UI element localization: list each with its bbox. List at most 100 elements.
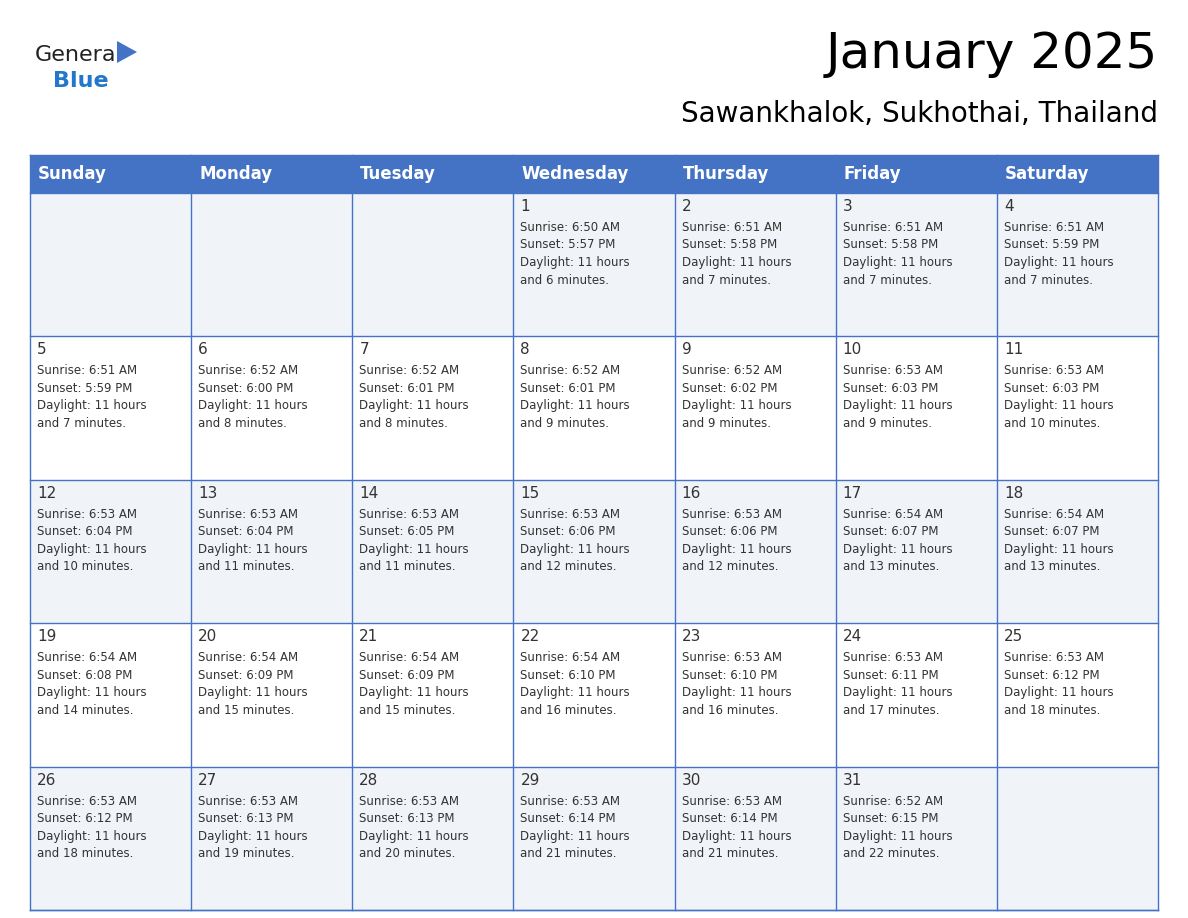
- Text: Daylight: 11 hours: Daylight: 11 hours: [1004, 686, 1113, 700]
- Text: and 7 minutes.: and 7 minutes.: [842, 274, 931, 286]
- Text: Daylight: 11 hours: Daylight: 11 hours: [842, 686, 953, 700]
- Text: 10: 10: [842, 342, 862, 357]
- Text: and 13 minutes.: and 13 minutes.: [842, 560, 939, 574]
- FancyBboxPatch shape: [30, 623, 1158, 767]
- Text: Daylight: 11 hours: Daylight: 11 hours: [842, 256, 953, 269]
- Text: Sunset: 6:12 PM: Sunset: 6:12 PM: [37, 812, 133, 825]
- Text: 17: 17: [842, 486, 862, 501]
- Text: and 8 minutes.: and 8 minutes.: [359, 417, 448, 430]
- Text: Daylight: 11 hours: Daylight: 11 hours: [682, 543, 791, 555]
- Text: Sunrise: 6:51 AM: Sunrise: 6:51 AM: [682, 221, 782, 234]
- Text: and 9 minutes.: and 9 minutes.: [682, 417, 771, 430]
- Text: Daylight: 11 hours: Daylight: 11 hours: [520, 830, 630, 843]
- Text: Sunset: 6:04 PM: Sunset: 6:04 PM: [37, 525, 133, 538]
- Text: Sunset: 6:00 PM: Sunset: 6:00 PM: [198, 382, 293, 395]
- Text: 22: 22: [520, 629, 539, 644]
- Text: and 19 minutes.: and 19 minutes.: [198, 847, 295, 860]
- Text: and 10 minutes.: and 10 minutes.: [37, 560, 133, 574]
- FancyBboxPatch shape: [30, 155, 1158, 193]
- Text: Monday: Monday: [200, 165, 272, 183]
- Text: and 18 minutes.: and 18 minutes.: [37, 847, 133, 860]
- Text: Daylight: 11 hours: Daylight: 11 hours: [682, 686, 791, 700]
- Text: Daylight: 11 hours: Daylight: 11 hours: [1004, 543, 1113, 555]
- Polygon shape: [116, 41, 137, 63]
- Text: Sunset: 6:08 PM: Sunset: 6:08 PM: [37, 668, 132, 682]
- Text: 2: 2: [682, 199, 691, 214]
- Text: Sunrise: 6:53 AM: Sunrise: 6:53 AM: [842, 651, 943, 665]
- Text: Tuesday: Tuesday: [360, 165, 436, 183]
- Text: and 9 minutes.: and 9 minutes.: [842, 417, 931, 430]
- Text: Sunset: 6:10 PM: Sunset: 6:10 PM: [682, 668, 777, 682]
- Text: 27: 27: [198, 773, 217, 788]
- Text: Sunrise: 6:53 AM: Sunrise: 6:53 AM: [37, 795, 137, 808]
- Text: Sunrise: 6:52 AM: Sunrise: 6:52 AM: [198, 364, 298, 377]
- FancyBboxPatch shape: [30, 193, 1158, 336]
- Text: Sunset: 6:09 PM: Sunset: 6:09 PM: [198, 668, 293, 682]
- Text: Sunrise: 6:54 AM: Sunrise: 6:54 AM: [37, 651, 137, 665]
- Text: 29: 29: [520, 773, 539, 788]
- FancyBboxPatch shape: [30, 767, 1158, 910]
- Text: Daylight: 11 hours: Daylight: 11 hours: [37, 830, 146, 843]
- Text: and 7 minutes.: and 7 minutes.: [682, 274, 771, 286]
- Text: 14: 14: [359, 486, 379, 501]
- Text: and 12 minutes.: and 12 minutes.: [682, 560, 778, 574]
- Text: Sunset: 6:04 PM: Sunset: 6:04 PM: [198, 525, 293, 538]
- Text: Sunrise: 6:53 AM: Sunrise: 6:53 AM: [842, 364, 943, 377]
- Text: Daylight: 11 hours: Daylight: 11 hours: [359, 830, 469, 843]
- Text: Daylight: 11 hours: Daylight: 11 hours: [520, 256, 630, 269]
- Text: and 7 minutes.: and 7 minutes.: [37, 417, 126, 430]
- Text: Sunrise: 6:52 AM: Sunrise: 6:52 AM: [359, 364, 460, 377]
- Text: Sunset: 6:14 PM: Sunset: 6:14 PM: [520, 812, 617, 825]
- Text: Sunset: 6:15 PM: Sunset: 6:15 PM: [842, 812, 939, 825]
- Text: and 16 minutes.: and 16 minutes.: [682, 704, 778, 717]
- FancyBboxPatch shape: [30, 480, 1158, 623]
- Text: 5: 5: [37, 342, 46, 357]
- Text: General: General: [34, 45, 122, 65]
- Text: and 17 minutes.: and 17 minutes.: [842, 704, 940, 717]
- Text: Daylight: 11 hours: Daylight: 11 hours: [37, 686, 146, 700]
- Text: Sunrise: 6:53 AM: Sunrise: 6:53 AM: [520, 795, 620, 808]
- Text: Daylight: 11 hours: Daylight: 11 hours: [842, 399, 953, 412]
- Text: Sunset: 6:03 PM: Sunset: 6:03 PM: [842, 382, 939, 395]
- Text: 12: 12: [37, 486, 56, 501]
- Text: Daylight: 11 hours: Daylight: 11 hours: [359, 399, 469, 412]
- Text: Sunset: 6:07 PM: Sunset: 6:07 PM: [1004, 525, 1099, 538]
- Text: Sunday: Sunday: [38, 165, 107, 183]
- Text: Saturday: Saturday: [1005, 165, 1089, 183]
- Text: Wednesday: Wednesday: [522, 165, 628, 183]
- Text: and 8 minutes.: and 8 minutes.: [198, 417, 287, 430]
- Text: Sawankhalok, Sukhothai, Thailand: Sawankhalok, Sukhothai, Thailand: [681, 100, 1158, 128]
- Text: Sunrise: 6:52 AM: Sunrise: 6:52 AM: [682, 364, 782, 377]
- Text: Sunset: 6:03 PM: Sunset: 6:03 PM: [1004, 382, 1099, 395]
- Text: and 22 minutes.: and 22 minutes.: [842, 847, 940, 860]
- Text: Sunrise: 6:54 AM: Sunrise: 6:54 AM: [1004, 508, 1104, 521]
- Text: Sunrise: 6:53 AM: Sunrise: 6:53 AM: [37, 508, 137, 521]
- Text: Sunrise: 6:51 AM: Sunrise: 6:51 AM: [842, 221, 943, 234]
- Text: Sunrise: 6:53 AM: Sunrise: 6:53 AM: [198, 795, 298, 808]
- Text: Thursday: Thursday: [683, 165, 769, 183]
- Text: and 21 minutes.: and 21 minutes.: [520, 847, 617, 860]
- Text: 24: 24: [842, 629, 862, 644]
- Text: Daylight: 11 hours: Daylight: 11 hours: [520, 543, 630, 555]
- Text: and 15 minutes.: and 15 minutes.: [359, 704, 456, 717]
- Text: Daylight: 11 hours: Daylight: 11 hours: [682, 256, 791, 269]
- Text: and 13 minutes.: and 13 minutes.: [1004, 560, 1100, 574]
- Text: Daylight: 11 hours: Daylight: 11 hours: [682, 830, 791, 843]
- Text: and 18 minutes.: and 18 minutes.: [1004, 704, 1100, 717]
- Text: Sunset: 6:07 PM: Sunset: 6:07 PM: [842, 525, 939, 538]
- Text: Sunrise: 6:53 AM: Sunrise: 6:53 AM: [682, 651, 782, 665]
- Text: 16: 16: [682, 486, 701, 501]
- Text: and 9 minutes.: and 9 minutes.: [520, 417, 609, 430]
- Text: 8: 8: [520, 342, 530, 357]
- Text: Daylight: 11 hours: Daylight: 11 hours: [1004, 256, 1113, 269]
- Text: January 2025: January 2025: [826, 30, 1158, 78]
- Text: Sunrise: 6:53 AM: Sunrise: 6:53 AM: [198, 508, 298, 521]
- Text: Sunset: 6:09 PM: Sunset: 6:09 PM: [359, 668, 455, 682]
- Text: Sunset: 5:59 PM: Sunset: 5:59 PM: [37, 382, 132, 395]
- Text: 18: 18: [1004, 486, 1023, 501]
- Text: 1: 1: [520, 199, 530, 214]
- Text: 31: 31: [842, 773, 862, 788]
- Text: 6: 6: [198, 342, 208, 357]
- Text: Daylight: 11 hours: Daylight: 11 hours: [37, 399, 146, 412]
- Text: 7: 7: [359, 342, 369, 357]
